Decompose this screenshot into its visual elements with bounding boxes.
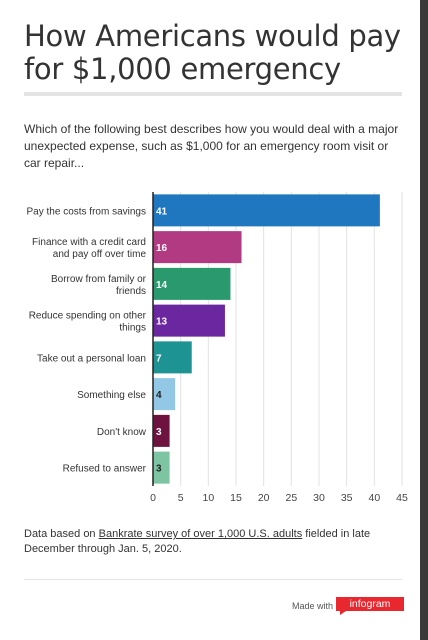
category-label: things [119,323,146,334]
bar[interactable] [153,341,192,374]
scrollbar[interactable] [420,0,428,640]
infogram-logo[interactable]: infogram [336,597,404,615]
category-label: Something else [77,390,146,401]
category-label: Pay the costs from savings [27,206,147,217]
infogram-logo-shape [336,597,404,615]
x-tick-label: 0 [150,492,156,504]
x-tick-label: 35 [341,492,353,504]
x-tick-label: 15 [230,492,242,504]
bar-value-label: 13 [156,317,168,328]
bar-value-label: 7 [156,353,162,364]
x-tick-label: 45 [396,492,408,504]
category-label: Reduce spending on other [29,311,147,322]
x-tick-label: 40 [368,492,380,504]
bar[interactable] [153,414,170,447]
page-title: How Americans would pay for $1,000 emerg… [24,19,401,86]
category-label: Don't know [97,427,147,438]
category-label: Borrow from family or [51,274,147,285]
category-label: Refused to answer [63,464,147,475]
chart-x-ticks: 0 5 10 15 20 25 30 35 40 45 [150,492,408,504]
category-label: friends [116,286,146,297]
bar[interactable] [153,231,242,264]
bar[interactable] [153,451,170,484]
title-divider [24,92,402,96]
made-with-label: Made with [292,601,334,611]
bar[interactable] [153,194,380,227]
infogram-logo-text: infogram [349,598,391,610]
chart-bars: 41 16 14 13 7 4 3 3 [153,194,380,484]
source-link[interactable]: Bankrate survey of over 1,000 U.S. adult… [98,528,303,540]
x-tick-label: 25 [285,492,297,504]
bar-value-label: 14 [156,280,168,291]
bar[interactable] [153,378,176,411]
chart-category-labels: Pay the costs from savings Finance with a… [27,206,147,474]
footnote-suffix: fielded in late December through Jan. 5,… [24,528,371,555]
bar[interactable] [153,267,231,300]
bar[interactable] [153,304,225,337]
category-label: Finance with a credit card [32,237,146,248]
survey-question: Which of the following best describes ho… [24,122,399,170]
x-tick-label: 5 [178,492,184,504]
footnote: Data based on Bankrate survey of over 1,… [24,527,404,557]
x-tick-label: 30 [313,492,325,504]
bar-chart: 41 16 14 13 7 4 3 3 Pay the costs from savings F… [27,192,408,504]
bar-value-label: 41 [156,206,168,217]
bar-value-label: 3 [156,464,162,475]
bar-value-label: 3 [156,427,162,438]
footer-divider [24,579,402,580]
footnote-prefix: Data based on [24,528,99,540]
x-tick-label: 20 [258,492,270,504]
bar-value-label: 16 [156,243,168,254]
bar-value-label: 4 [156,390,162,401]
category-label: Take out a personal loan [37,353,146,364]
x-tick-label: 10 [202,492,214,504]
category-label: and pay off over time [53,249,147,260]
